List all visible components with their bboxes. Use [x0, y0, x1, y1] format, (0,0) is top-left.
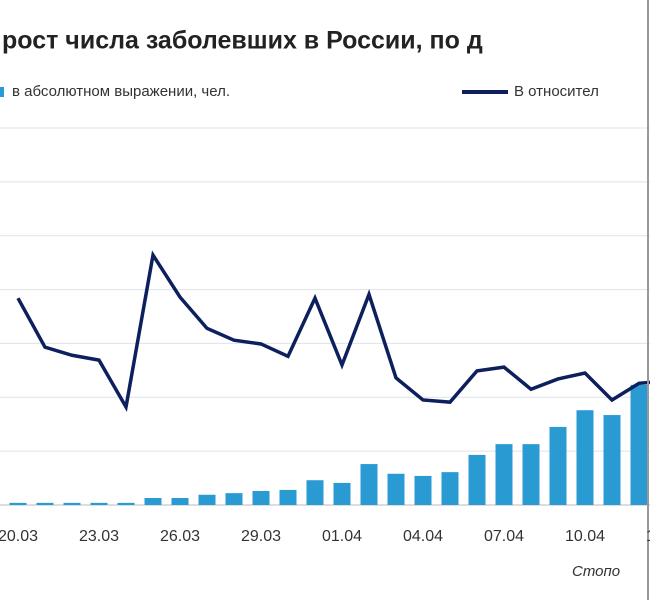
bar: [171, 497, 189, 505]
bar: [549, 426, 567, 505]
bar: [225, 493, 243, 505]
legend-label: в абсолютном выражении, чел.: [12, 83, 230, 100]
legend-label: В относител: [514, 83, 599, 100]
grid: [0, 127, 650, 506]
x-tick-label: 04.04: [403, 528, 443, 545]
x-tick-label: 10.04: [565, 528, 605, 545]
bar: [603, 415, 621, 505]
bar: [468, 454, 486, 505]
line: [16, 250, 650, 413]
bar: [495, 444, 513, 505]
bar: [279, 489, 297, 505]
x-tick-label: 13.04: [646, 528, 650, 545]
bar: [522, 444, 540, 505]
bar: [198, 494, 216, 505]
marks: [9, 250, 650, 505]
bar: [630, 384, 648, 505]
bar: [441, 472, 459, 505]
x-tick-label: 29.03: [241, 528, 281, 545]
x-tick-label: 01.04: [322, 528, 362, 545]
bar: [144, 497, 162, 505]
x-tick-label: 20.03: [0, 528, 38, 545]
chart-title: рост числа заболевших в России, по д: [2, 27, 483, 55]
bar: [36, 502, 54, 505]
bar: [387, 473, 405, 505]
bar: [576, 410, 594, 505]
bar: [117, 502, 135, 505]
x-tick-label: 07.04: [484, 528, 524, 545]
bar: [252, 490, 270, 505]
x-tick-label: 26.03: [160, 528, 200, 545]
bar: [90, 502, 108, 505]
bar: [360, 464, 378, 505]
bar: [414, 475, 432, 505]
bar: [333, 482, 351, 505]
source: Стопо: [572, 563, 620, 580]
legend-swatch: [0, 87, 4, 97]
x-tick-label: 23.03: [79, 528, 119, 545]
bar: [63, 502, 81, 505]
bar: [306, 480, 324, 505]
bar: [9, 502, 27, 505]
